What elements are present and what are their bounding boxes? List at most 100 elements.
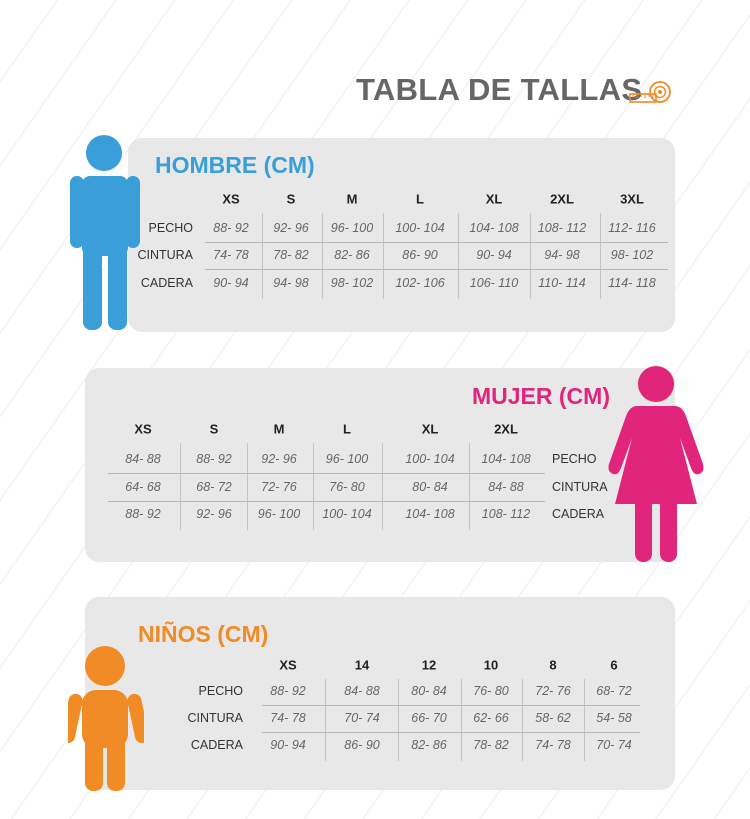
- hombre-column-divider: [322, 213, 323, 299]
- mujer-row-label: CINTURA: [552, 480, 608, 494]
- ninos-title: NIÑOS (CM): [138, 621, 269, 647]
- ninos-row-divider: [262, 732, 640, 733]
- ninos-row-label: PECHO: [198, 684, 243, 698]
- hombre-row-divider: [205, 242, 668, 243]
- ninos-measurement-cell: 58- 62: [535, 711, 571, 725]
- mujer-measurement-cell: 92- 96: [196, 507, 232, 521]
- hombre-row-label: PECHO: [148, 221, 193, 235]
- hombre-measurement-cell: 98- 102: [330, 276, 374, 290]
- mujer-measurement-cell: 104- 108: [405, 507, 455, 521]
- mujer-measurement-cell: 84- 88: [125, 452, 161, 466]
- mujer-measurement-cell: 88- 92: [125, 507, 161, 521]
- ninos-row-label: CINTURA: [187, 711, 243, 725]
- hombre-measurement-cell: 88- 92: [213, 221, 249, 235]
- woman-figure-icon: [608, 366, 704, 562]
- ninos-measurement-cell: 80- 84: [411, 684, 447, 698]
- ninos-measurement-cell: 90- 94: [270, 738, 306, 752]
- child-figure-icon: [68, 646, 144, 791]
- hombre-row-label: CADERA: [140, 276, 193, 290]
- hombre-measurement-cell: 114- 118: [608, 276, 656, 290]
- mujer-size-header: XS: [134, 421, 152, 437]
- ninos-row-label: CADERA: [190, 738, 243, 752]
- hombre-measurement-cell: 92- 96: [273, 221, 309, 235]
- hombre-row-label: CINTURA: [137, 248, 193, 262]
- mujer-measurement-cell: 64- 68: [125, 480, 161, 494]
- mujer-measurement-cell: 80- 84: [412, 480, 448, 494]
- mujer-measurement-cell: 104- 108: [481, 452, 531, 466]
- ninos-measurement-cell: 74- 78: [270, 711, 306, 725]
- hombre-size-header: 2XL: [550, 191, 574, 207]
- hombre-measurement-cell: 90- 94: [213, 276, 249, 290]
- ninos-panel: [85, 597, 675, 790]
- tape-measure-icon: [629, 81, 671, 103]
- hombre-size-header: L: [416, 191, 424, 207]
- mujer-measurement-cell: 76- 80: [329, 480, 365, 494]
- hombre-column-divider: [383, 213, 384, 299]
- mujer-measurement-cell: 88- 92: [196, 452, 232, 466]
- mujer-row-label: CADERA: [552, 507, 605, 521]
- hombre-measurement-cell: 82- 86: [334, 248, 370, 262]
- ninos-measurement-cell: 70- 74: [344, 711, 380, 725]
- hombre-size-header: 3XL: [620, 191, 644, 207]
- mujer-title: MUJER (CM): [472, 383, 610, 409]
- mujer-measurement-cell: 100- 104: [405, 452, 455, 466]
- mujer-measurement-cell: 108- 112: [481, 507, 531, 521]
- hombre-row-divider: [205, 269, 668, 270]
- ninos-size-header: 10: [483, 657, 499, 673]
- hombre-column-divider: [262, 213, 263, 299]
- ninos-column-divider: [325, 679, 326, 761]
- mujer-measurement-cell: 72- 76: [261, 480, 297, 494]
- ninos-column-divider: [398, 679, 399, 761]
- hombre-measurement-cell: 104- 108: [469, 221, 519, 235]
- mujer-measurement-cell: 68- 72: [196, 480, 232, 494]
- hombre-title: HOMBRE (CM): [155, 152, 315, 178]
- mujer-panel: [85, 368, 675, 562]
- ninos-column-divider: [461, 679, 462, 761]
- hombre-measurement-cell: 102- 106: [395, 276, 445, 290]
- ninos-measurement-cell: 86- 90: [344, 738, 380, 752]
- mujer-column-divider: [469, 443, 470, 530]
- ninos-measurement-cell: 88- 92: [270, 684, 306, 698]
- mujer-column-divider: [382, 443, 383, 530]
- ninos-measurement-cell: 72- 76: [535, 684, 571, 698]
- mujer-size-header: S: [209, 421, 219, 437]
- mujer-measurement-cell: 100- 104: [322, 507, 372, 521]
- hombre-measurement-cell: 90- 94: [476, 248, 512, 262]
- ninos-size-header: 6: [610, 657, 618, 673]
- hombre-measurement-cell: 86- 90: [402, 248, 438, 262]
- mujer-column-divider: [313, 443, 314, 530]
- hombre-measurement-cell: 110- 114: [538, 276, 586, 290]
- mujer-size-header: M: [273, 421, 285, 437]
- hombre-measurement-cell: 108- 112: [537, 221, 587, 235]
- ninos-measurement-cell: 66- 70: [411, 711, 447, 725]
- ninos-measurement-cell: 82- 86: [411, 738, 447, 752]
- mujer-measurement-cell: 96- 100: [325, 452, 369, 466]
- page-title: TABLA DE TALLAS: [356, 72, 643, 107]
- mujer-size-header: 2XL: [494, 421, 518, 437]
- hombre-measurement-cell: 94- 98: [273, 276, 309, 290]
- ninos-column-divider: [584, 679, 585, 761]
- mujer-size-header: XL: [421, 421, 439, 437]
- hombre-column-divider: [530, 213, 531, 299]
- hombre-measurement-cell: 100- 104: [395, 221, 445, 235]
- hombre-measurement-cell: 78- 82: [273, 248, 309, 262]
- hombre-panel: [128, 138, 675, 332]
- hombre-measurement-cell: 74- 78: [213, 248, 249, 262]
- hombre-size-header: S: [286, 191, 296, 207]
- hombre-measurement-cell: 98- 102: [610, 248, 654, 262]
- ninos-size-header: 8: [549, 657, 557, 673]
- ninos-measurement-cell: 68- 72: [596, 684, 632, 698]
- ninos-measurement-cell: 78- 82: [473, 738, 509, 752]
- mujer-column-divider: [247, 443, 248, 530]
- ninos-measurement-cell: 54- 58: [596, 711, 632, 725]
- mujer-size-header: L: [343, 421, 351, 437]
- hombre-column-divider: [600, 213, 601, 299]
- ninos-size-header: 14: [354, 657, 370, 673]
- mujer-column-divider: [180, 443, 181, 530]
- ninos-measurement-cell: 70- 74: [596, 738, 632, 752]
- mujer-measurement-cell: 84- 88: [488, 480, 524, 494]
- hombre-measurement-cell: 94- 98: [544, 248, 580, 262]
- ninos-column-divider: [522, 679, 523, 761]
- hombre-measurement-cell: 96- 100: [330, 221, 374, 235]
- mujer-measurement-cell: 92- 96: [261, 452, 297, 466]
